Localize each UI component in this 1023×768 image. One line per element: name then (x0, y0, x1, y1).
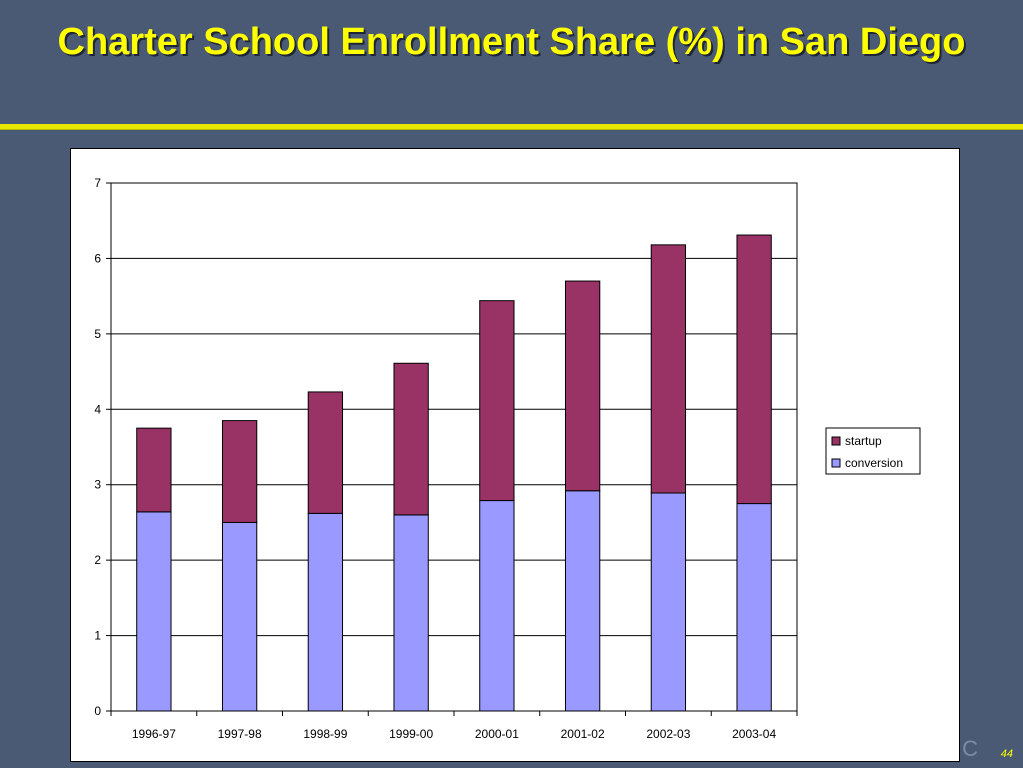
legend-label-conversion: conversion (845, 456, 903, 470)
bar-startup (393, 362, 429, 516)
legend-box (825, 427, 921, 475)
y-tick-label: 4 (94, 402, 101, 416)
bar-startup (736, 234, 772, 505)
title-underline (0, 124, 1023, 129)
slide-title: Charter School Enrollment Share (%) in S… (57, 21, 966, 63)
bar-conversion (736, 503, 772, 712)
bar-startup (479, 300, 515, 502)
x-tick-label: 2002-03 (646, 727, 690, 741)
stacked-bar-chart: 0 1 2 3 4 5 6 7 1996-97 1997-98 1998-99 1999-00 2000… (94, 176, 921, 741)
x-tick-label: 1996-97 (132, 727, 176, 741)
x-tick-label: 2003-04 (732, 727, 776, 741)
bar-startup (564, 280, 601, 492)
y-tick-label: 2 (94, 553, 101, 567)
bar-conversion (564, 490, 601, 712)
y-tick-label: 6 (94, 251, 101, 265)
bar-conversion (221, 521, 258, 712)
x-tick-label: 1998-99 (303, 727, 347, 741)
y-tick-label: 3 (94, 478, 101, 492)
corner-logo-mark: C (962, 736, 978, 761)
x-tick-label: 2001-02 (561, 727, 605, 741)
bar-conversion (650, 492, 687, 712)
x-tick-label: 2000-01 (475, 727, 519, 741)
plot-area-frame (110, 182, 798, 712)
bar-startup (136, 427, 172, 513)
legend-label-startup: startup (845, 434, 882, 448)
y-tick-label: 1 (94, 629, 101, 643)
y-tick-label: 7 (94, 176, 101, 190)
page-number: 44 (1000, 748, 1013, 760)
legend-swatch-conversion (831, 458, 841, 468)
bar-conversion (307, 512, 344, 712)
x-tick-label: 1999-00 (389, 727, 433, 741)
bar-conversion (479, 500, 515, 712)
y-tick-label: 0 (94, 704, 101, 718)
bar-startup (650, 244, 687, 494)
chart-panel: 0 1 2 3 4 5 6 7 1996-97 1997-98 1998-99 1999-00 2000… (70, 148, 960, 762)
legend-swatch-startup (831, 436, 841, 446)
bar-conversion (393, 514, 429, 712)
bar-conversion (136, 511, 172, 712)
y-tick-label: 5 (94, 327, 101, 341)
x-tick-label: 1997-98 (218, 727, 262, 741)
bar-startup (307, 391, 344, 514)
bar-startup (221, 420, 258, 523)
